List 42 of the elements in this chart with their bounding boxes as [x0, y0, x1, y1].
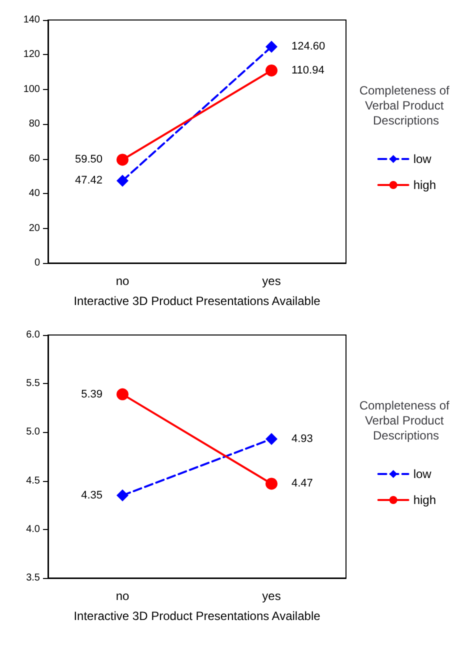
x-tick-label: no — [116, 274, 130, 288]
text: 4.0 — [26, 524, 40, 535]
y-tick-label: 0 — [34, 258, 40, 268]
y-tick-label: 60 — [28, 153, 40, 164]
data-label: 47.42 — [74, 174, 102, 187]
point — [266, 433, 278, 446]
x-tick-label: no — [116, 589, 130, 603]
point — [116, 388, 128, 400]
legend-label: high — [413, 493, 436, 507]
y-tick-label: 100 — [23, 84, 40, 95]
legend-title: Completeness of Verbal Product Descriptions — [359, 398, 453, 442]
x-axis-title: Interactive 3D Product Presentations Available — [74, 609, 321, 623]
text: 5.5 — [26, 378, 40, 390]
point — [266, 478, 278, 490]
legend-label: low — [413, 467, 432, 481]
x-tick-label: yes — [262, 589, 281, 603]
data-label: 59.50 — [74, 154, 102, 166]
data-label: 124.60 — [292, 40, 326, 53]
data-label: 110.94 — [292, 64, 324, 76]
text: 5.0 — [26, 426, 40, 438]
text: 6.0 — [26, 330, 40, 340]
legend-label: high — [413, 178, 436, 192]
data-label: 4.93 — [292, 433, 313, 446]
x-axis-title: Interactive 3D Product Presentations Available — [74, 294, 321, 308]
data-label: 5.39 — [81, 388, 102, 400]
text: 3.5 — [26, 572, 40, 584]
y-tick-label: 40 — [28, 188, 40, 200]
point — [266, 64, 278, 76]
y-tick-label: 20 — [28, 222, 40, 234]
legend-title: Completeness of Verbal Product Descriptions — [359, 84, 453, 128]
point — [116, 174, 128, 187]
legend-label: low — [413, 152, 432, 166]
y-tick-label: 140 — [23, 14, 40, 26]
point — [266, 40, 278, 53]
data-label: 4.47 — [292, 478, 313, 490]
text: 4.5 — [26, 475, 40, 486]
y-tick-label: 120 — [23, 49, 40, 60]
y-tick-label: 80 — [28, 118, 40, 130]
point — [116, 154, 128, 166]
data-label: 4.35 — [81, 489, 102, 502]
x-tick-label: yes — [262, 274, 281, 288]
point — [116, 489, 128, 502]
